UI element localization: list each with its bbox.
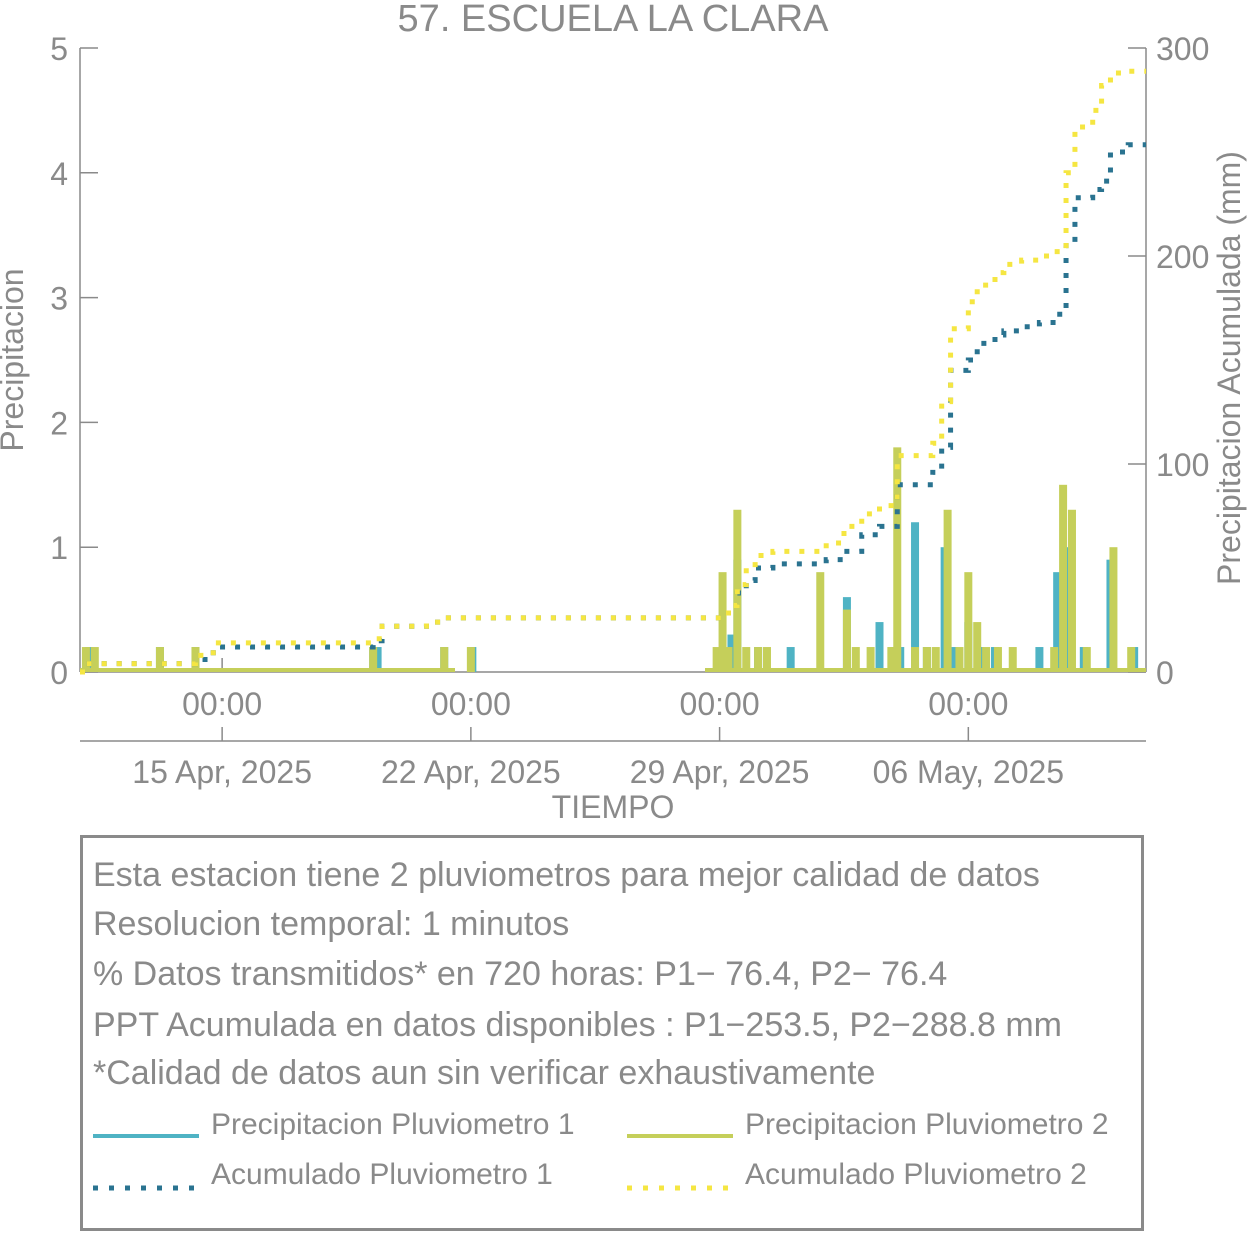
info-box: Esta estacion tiene 2 pluviometros para … (80, 835, 1144, 1231)
y-left-tick-label: 2 (50, 405, 68, 441)
y-axis-right-label: Precipitacion Acumulada (mm) (1211, 151, 1247, 585)
p1-bar (875, 622, 884, 672)
p2-bar (369, 647, 378, 672)
y-right-tick-label: 200 (1156, 239, 1209, 275)
p2-bar (1082, 647, 1091, 672)
p2-bar (911, 647, 920, 672)
p2-bar (993, 647, 1002, 672)
tick-labels-group: 0 1 2 3 4 5 0 100 200 300 00:00 15 Apr, 2025 00:00 22… (50, 31, 1209, 790)
x-tick-date-label: 22 Apr, 2025 (381, 754, 561, 790)
p2-bar (712, 647, 721, 672)
p2-bar (724, 647, 733, 672)
x-tick-time-label: 00:00 (182, 686, 262, 722)
legend-label-acc2: Acumulado Pluviometro 2 (745, 1158, 1087, 1191)
y-left-tick-label: 0 (50, 655, 68, 691)
p2-bar (155, 647, 164, 672)
p2-bar (893, 447, 902, 672)
y-left-tick-label: 3 (50, 281, 68, 317)
p2-bar (762, 647, 771, 672)
p2-bar (191, 647, 200, 672)
p2-bar (1050, 647, 1059, 672)
legend-label-p1: Precipitacion Pluviometro 1 (211, 1108, 575, 1141)
p2-bar (466, 647, 475, 672)
p2-bar (982, 647, 991, 672)
axes-group (79, 47, 1147, 742)
info-line-resolution: Resolucion temporal: 1 minutos (93, 905, 570, 943)
p2-bar (866, 647, 875, 672)
p2-bar (887, 647, 896, 672)
p2-bar (1127, 647, 1136, 672)
p2-bar (931, 647, 940, 672)
info-line-accumulated: PPT Acumulada en datos disponibles : P1−… (93, 1006, 1062, 1044)
x-axis-label: TIEMPO (552, 789, 675, 825)
y-left-tick-label: 4 (50, 156, 68, 192)
p2-bar (1059, 484, 1068, 672)
p2-bar (742, 647, 751, 672)
p2-bar (973, 622, 982, 672)
p1-bar (786, 647, 795, 672)
p2-bar (1109, 547, 1118, 672)
y-right-tick-label: 0 (1156, 655, 1174, 691)
y-right-tick-label: 300 (1156, 31, 1209, 67)
p2-bar (851, 647, 860, 672)
y-axis-left-label: Precipitacion (0, 268, 30, 451)
legend-label-p2: Precipitacion Pluviometro 2 (745, 1108, 1109, 1141)
acumulado-p1-line (80, 142, 1146, 675)
p2-bar (964, 572, 973, 672)
info-line-stations: Esta estacion tiene 2 pluviometros para … (93, 856, 1040, 894)
y-right-tick-label: 100 (1156, 447, 1209, 483)
y-left-tick-label: 1 (50, 530, 68, 566)
info-line-transmitted: % Datos transmitidos* en 720 horas: P1− … (93, 955, 948, 993)
p2-bar (754, 647, 763, 672)
accumulated-group (80, 68, 1146, 675)
p2-bar (1008, 647, 1017, 672)
p2-bar (81, 647, 90, 672)
acumulado-p2-line (80, 68, 1146, 675)
legend-swatch-acc2 (627, 1185, 733, 1191)
legend-label-acc1: Acumulado Pluviometro 1 (211, 1158, 553, 1191)
chart-title: 57. ESCUELA LA CLARA (398, 0, 830, 40)
x-tick-date-label: 15 Apr, 2025 (132, 754, 312, 790)
p2-bar (922, 647, 931, 672)
legend-swatch-acc1 (93, 1185, 199, 1191)
p2-bar (816, 572, 825, 672)
x-tick-date-label: 29 Apr, 2025 (630, 754, 810, 790)
p1-bar (911, 522, 920, 672)
y-left-tick-label: 5 (50, 31, 68, 67)
p1-bar (949, 647, 958, 672)
x-tick-time-label: 00:00 (928, 686, 1008, 722)
precipitation-chart: 57. ESCUELA LA CLARA 0 1 2 3 4 5 0 100 200 300 00:… (0, 0, 1247, 825)
bars-p2-group (80, 447, 1146, 672)
x-tick-date-label: 06 May, 2025 (873, 754, 1065, 790)
info-line-quality-note: *Calidad de datos aun sin verificar exha… (93, 1054, 876, 1092)
p1-bar (373, 647, 382, 672)
p1-bar (1035, 647, 1044, 672)
legend-swatch-p2 (627, 1134, 733, 1138)
p2-bar (1067, 509, 1076, 672)
p2-bar (842, 609, 851, 672)
p2-bar (718, 572, 727, 672)
p1-bar (1053, 572, 1062, 672)
p2-bar (90, 647, 99, 672)
legend-swatch-p1 (93, 1134, 199, 1138)
x-tick-time-label: 00:00 (431, 686, 511, 722)
p2-bar (440, 647, 449, 672)
p2-bar (955, 647, 964, 672)
x-tick-time-label: 00:00 (680, 686, 760, 722)
p2-bar (943, 509, 952, 672)
